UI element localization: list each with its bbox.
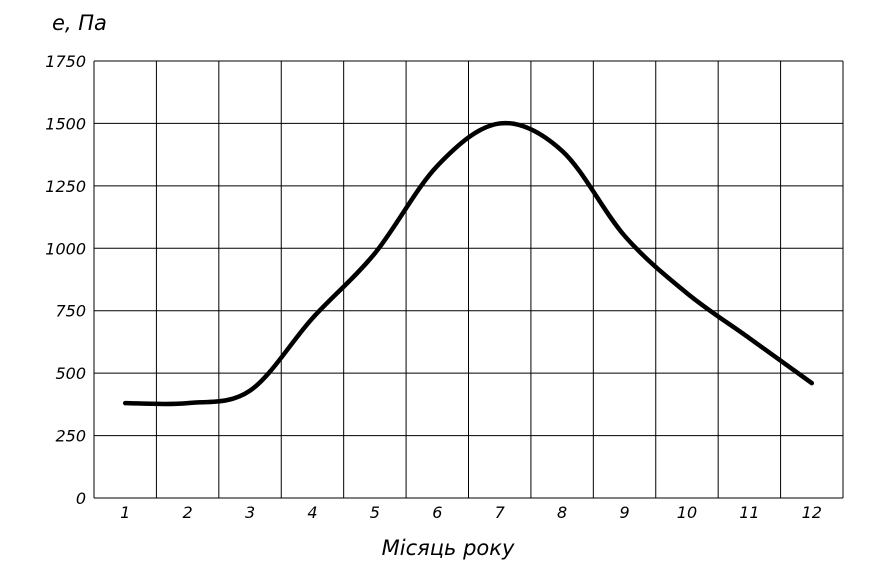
y-tick-label: 1500 — [45, 114, 86, 133]
x-tick-label: 11 — [739, 503, 759, 522]
x-tick-labels: 1 2 3 4 5 6 7 8 9 10 11 12 — [120, 503, 822, 522]
y-tick-label: 250 — [55, 427, 86, 446]
y-tick-label: 750 — [55, 302, 86, 321]
x-tick-label: 4 — [307, 503, 317, 522]
x-tick-label: 12 — [802, 503, 822, 522]
y-tick-label: 1000 — [45, 239, 86, 258]
y-tick-label: 1750 — [45, 52, 86, 71]
x-tick-label: 10 — [677, 503, 697, 522]
x-tick-label: 1 — [120, 503, 130, 522]
x-tick-label: 8 — [557, 503, 567, 522]
x-tick-label: 5 — [370, 503, 380, 522]
x-axis-label: Місяць року — [382, 536, 515, 560]
x-tick-label: 9 — [619, 503, 629, 522]
y-tick-label: 1250 — [45, 177, 86, 196]
x-tick-label: 7 — [495, 503, 506, 522]
y-tick-label: 500 — [55, 364, 86, 383]
y-axis-label: e, Па — [52, 11, 107, 35]
y-tick-label: 0 — [76, 489, 86, 508]
x-tick-label: 3 — [245, 503, 255, 522]
x-tick-label: 2 — [183, 503, 193, 522]
grid — [93, 60, 844, 499]
x-tick-label: 6 — [432, 503, 442, 522]
series-line — [122, 120, 815, 407]
y-tick-labels: 0 250 500 750 1000 1250 1500 1750 — [45, 52, 86, 508]
